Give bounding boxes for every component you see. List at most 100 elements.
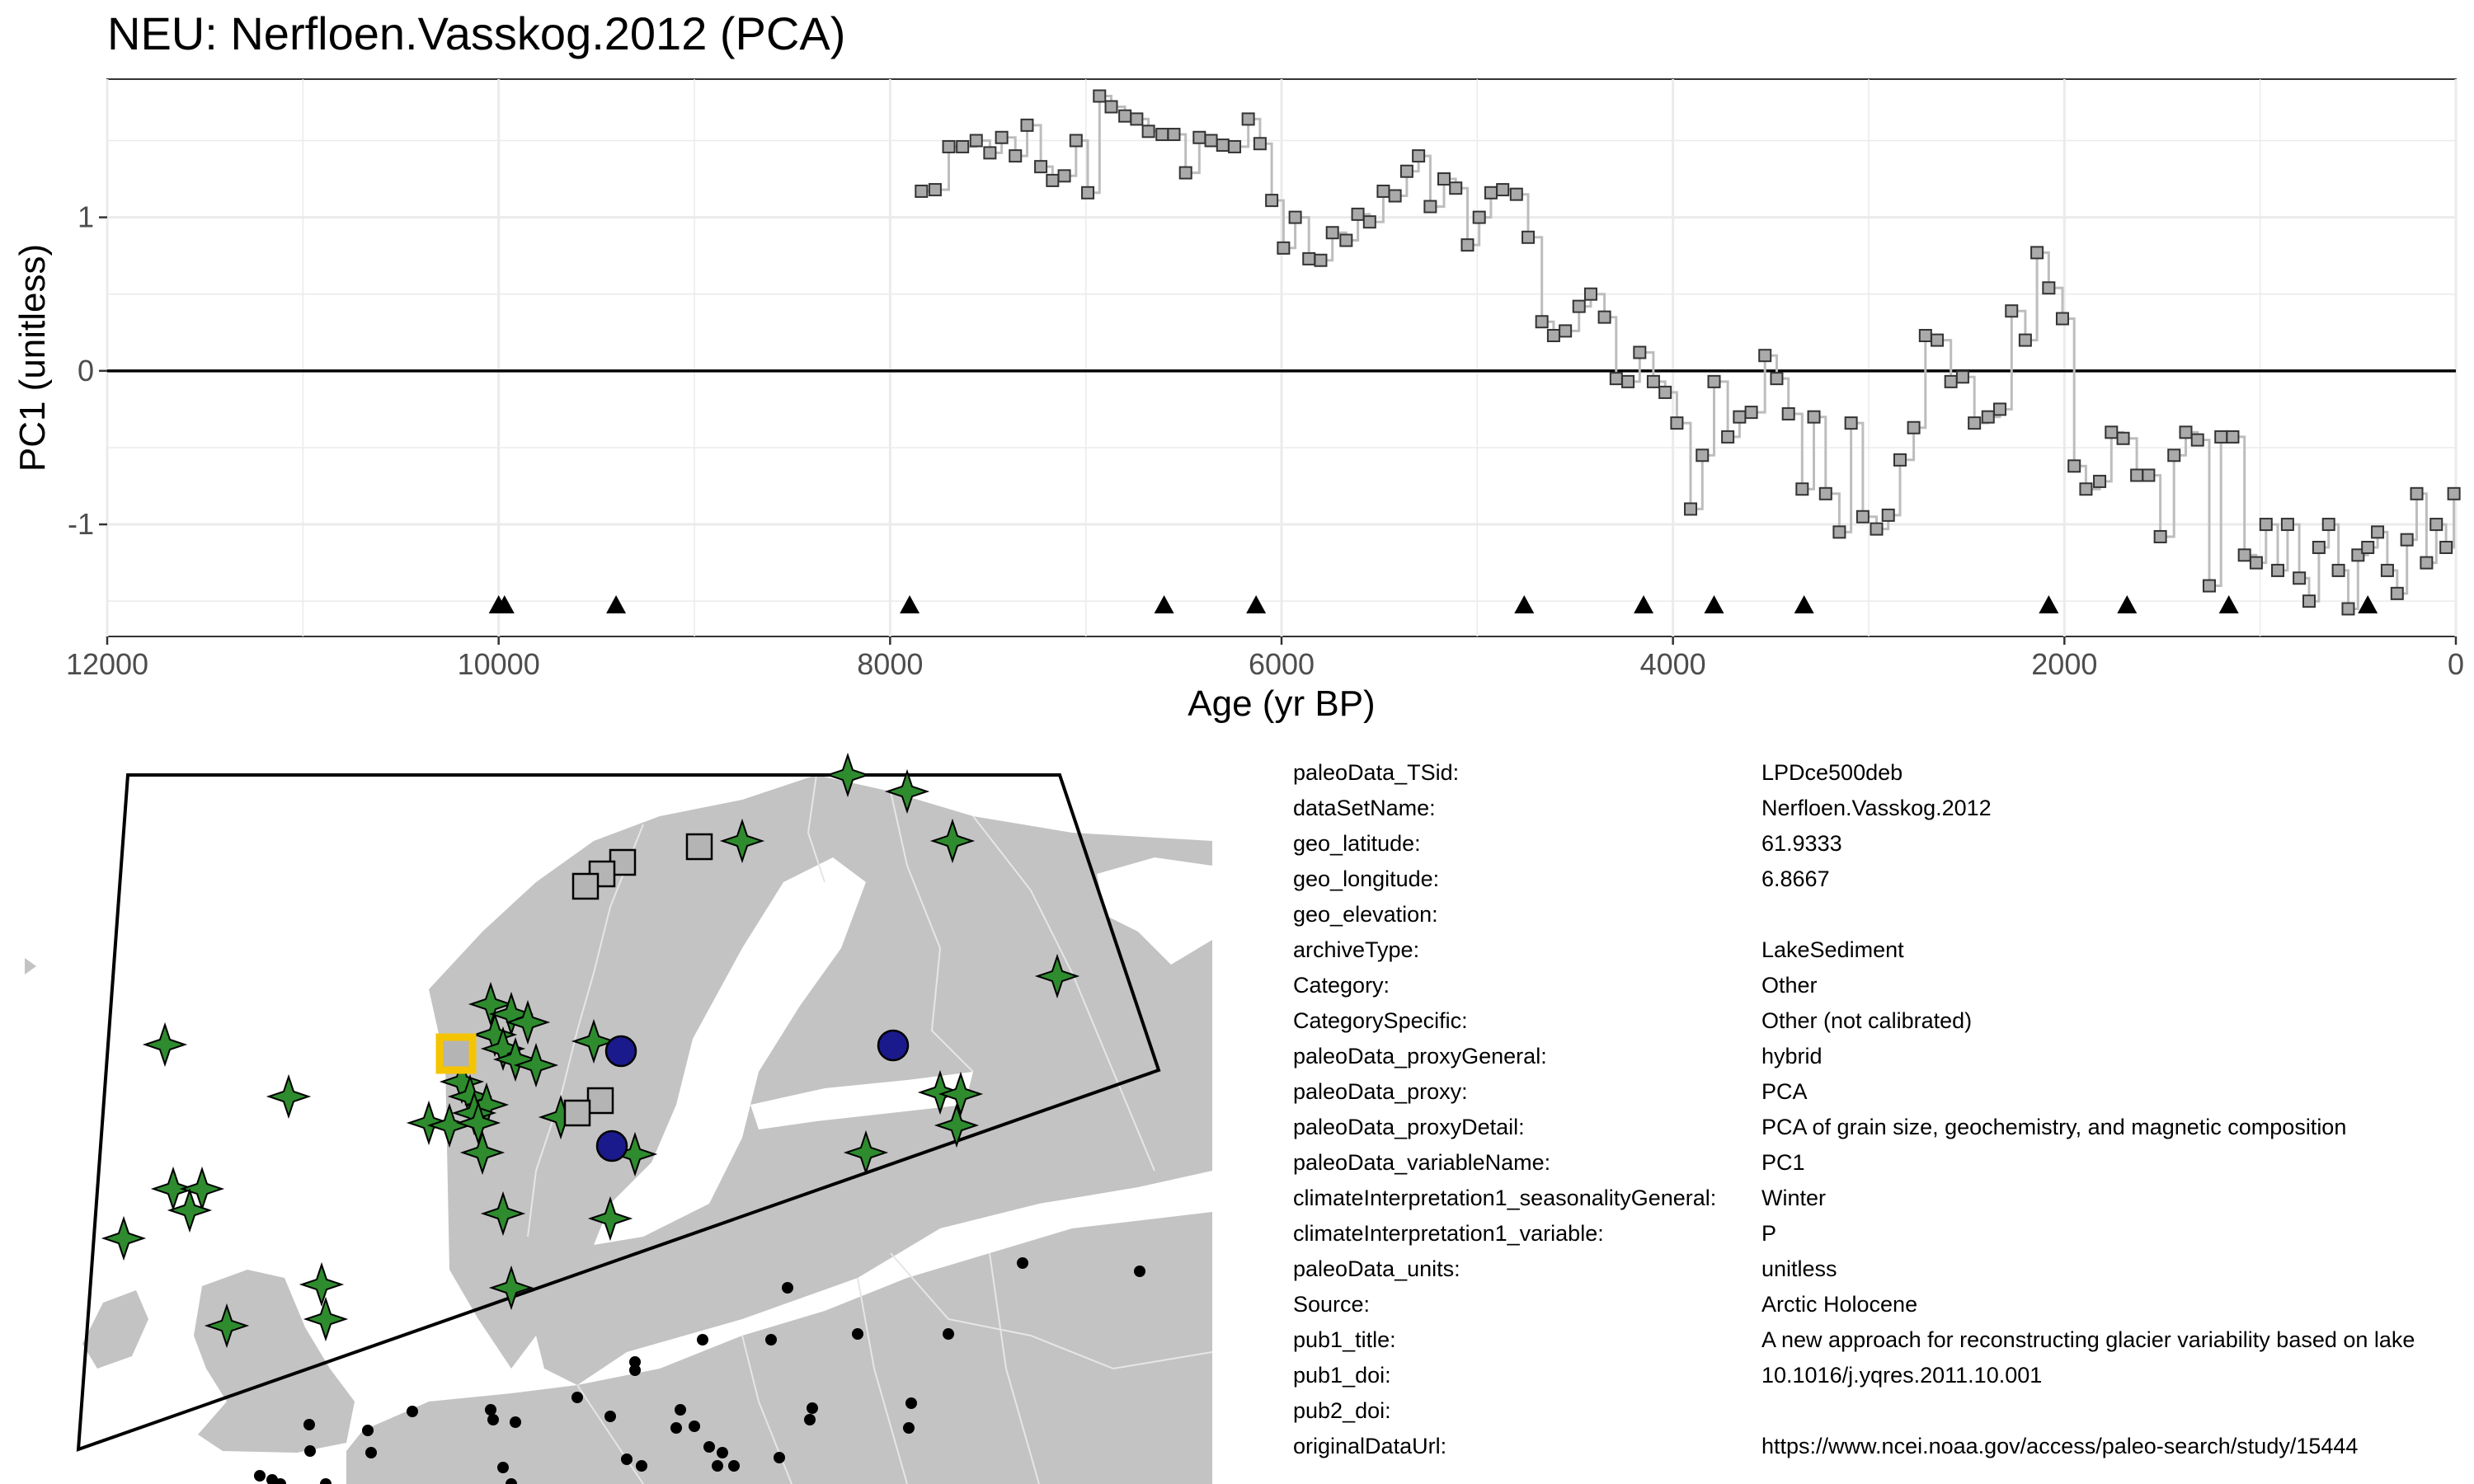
grid <box>106 79 2458 636</box>
data-point <box>1893 453 1907 467</box>
x-tick-label: 10000 <box>458 647 540 681</box>
metadata-value: 61.9333 <box>1761 831 1842 856</box>
star-site-marker <box>587 1195 633 1242</box>
dot-site-marker <box>782 1282 793 1294</box>
data-point <box>956 139 970 153</box>
data-point <box>2259 518 2273 532</box>
metadata-row: originalDataUrl: https://www.ncei.noaa.go… <box>1293 1434 2474 1469</box>
data-point <box>928 183 942 197</box>
x-tick-label: 4000 <box>1640 647 1706 681</box>
metadata-row: paleoData_TSid: LPDce500deb <box>1293 760 2474 796</box>
data-point <box>1302 251 1316 265</box>
data-point <box>2293 571 2307 585</box>
data-point <box>1046 173 1060 187</box>
metadata-row: geo_longitude: 6.8667 <box>1293 866 2474 902</box>
data-point <box>2380 563 2394 577</box>
chron-marker <box>2039 595 2059 613</box>
dot-site-marker <box>728 1460 740 1472</box>
star-site-marker <box>719 818 765 864</box>
selected-site-marker <box>435 1033 477 1074</box>
star-site-marker <box>492 1036 539 1082</box>
data-point <box>1399 164 1413 178</box>
metadata-key: paleoData_units: <box>1293 1256 1460 1281</box>
star-site-marker <box>101 1215 147 1261</box>
data-point <box>1856 510 1870 524</box>
star-site-marker <box>266 1073 312 1120</box>
metadata-key: paleoData_proxyGeneral: <box>1293 1044 1547 1068</box>
metadata-row: paleoData_proxyGeneral: hybrid <box>1293 1044 2474 1079</box>
metadata-key: pub1_doi: <box>1293 1363 1391 1388</box>
metadata-key: CategorySpecific: <box>1293 1008 1468 1033</box>
metadata-value: 10.1016/j.yqres.2011.10.001 <box>1761 1363 2043 1388</box>
data-point <box>2249 556 2263 570</box>
data-point <box>2400 533 2414 547</box>
chron-marker <box>1246 595 1267 613</box>
metadata-value: PCA <box>1761 1079 1808 1104</box>
metadata-value: https://www.ncei.noaa.gov/access/paleo-s… <box>1761 1434 2359 1458</box>
star-site-marker <box>843 1129 889 1176</box>
data-point <box>2302 594 2316 608</box>
square-site-marker <box>685 833 713 861</box>
dot-site-marker <box>510 1416 521 1428</box>
data-point <box>2067 459 2081 473</box>
metadata-row: climateInterpretation1_variable: P <box>1293 1221 2474 1256</box>
data-point <box>1057 169 1071 183</box>
data-point <box>1314 253 1328 267</box>
star-site-marker <box>929 818 976 864</box>
dot-site-marker <box>485 1404 496 1416</box>
metadata-row: geo_elevation: <box>1293 902 2474 937</box>
metadata-value: P <box>1761 1221 1777 1246</box>
data-point <box>1684 502 1698 516</box>
data-point <box>2093 474 2107 488</box>
dot-sites <box>254 1257 1145 1484</box>
chron-marker <box>900 595 920 613</box>
data-point <box>1020 118 1034 132</box>
metadata-key: paleoData_proxyDetail: <box>1293 1115 1525 1139</box>
dot-site-marker <box>804 1414 816 1425</box>
data-point <box>2167 448 2181 463</box>
data-point <box>2153 529 2167 543</box>
star-site-marker <box>406 1100 452 1146</box>
data-point <box>2105 425 2119 439</box>
dot-site-marker <box>675 1404 686 1416</box>
sea-gulf-finland <box>750 1072 973 1129</box>
data-point <box>1781 406 1795 420</box>
star-site-marker <box>917 1069 963 1115</box>
data-point <box>2371 525 2385 539</box>
data-point <box>1621 374 1635 388</box>
dot-site-marker <box>254 1470 266 1482</box>
data-point <box>1522 230 1536 244</box>
dot-site-marker <box>807 1402 818 1414</box>
square-site-marker <box>586 1087 614 1115</box>
dot-site-marker <box>774 1452 785 1463</box>
data-point <box>1339 233 1353 247</box>
chron-marker <box>2117 595 2138 613</box>
metadata-value: Arctic Holocene <box>1761 1292 1918 1317</box>
data-point <box>1509 187 1523 201</box>
axes: 12000 10000 8000 6000 4000 2000 0 1 0 -1 Age (yr B… <box>12 200 2464 724</box>
data-point <box>2351 548 2365 562</box>
metadata-row: CategorySpecific: Other (not calibrated) <box>1293 1008 2474 1044</box>
data-point <box>1907 420 1921 434</box>
dot-site-marker <box>365 1447 377 1458</box>
data-point <box>1228 139 1242 153</box>
square-site-marker <box>571 872 600 900</box>
data-point <box>1423 200 1437 214</box>
dot-site-marker <box>703 1441 715 1453</box>
data-point <box>2042 281 2056 295</box>
data-point <box>1807 410 1821 424</box>
metadata-key: paleoData_proxy: <box>1293 1079 1468 1104</box>
metadata-key: originalDataUrl: <box>1293 1434 1447 1458</box>
star-site-marker <box>571 1018 617 1064</box>
data-point <box>2142 468 2156 482</box>
chron-marker <box>606 595 627 613</box>
metadata-row: pub1_title: A new approach for reconstruc… <box>1293 1327 2474 1363</box>
data-point <box>2116 431 2130 445</box>
data-point <box>995 130 1009 144</box>
dot-site-marker <box>1017 1257 1028 1269</box>
data-point <box>1633 345 1647 359</box>
data-point <box>1944 374 1958 388</box>
metadata-row: pub2_doi: <box>1293 1398 2474 1434</box>
metadata-table: paleoData_TSid: LPDce500deb dataSetName: Ne… <box>1293 760 2474 1469</box>
metadata-key: archiveType: <box>1293 937 1420 962</box>
